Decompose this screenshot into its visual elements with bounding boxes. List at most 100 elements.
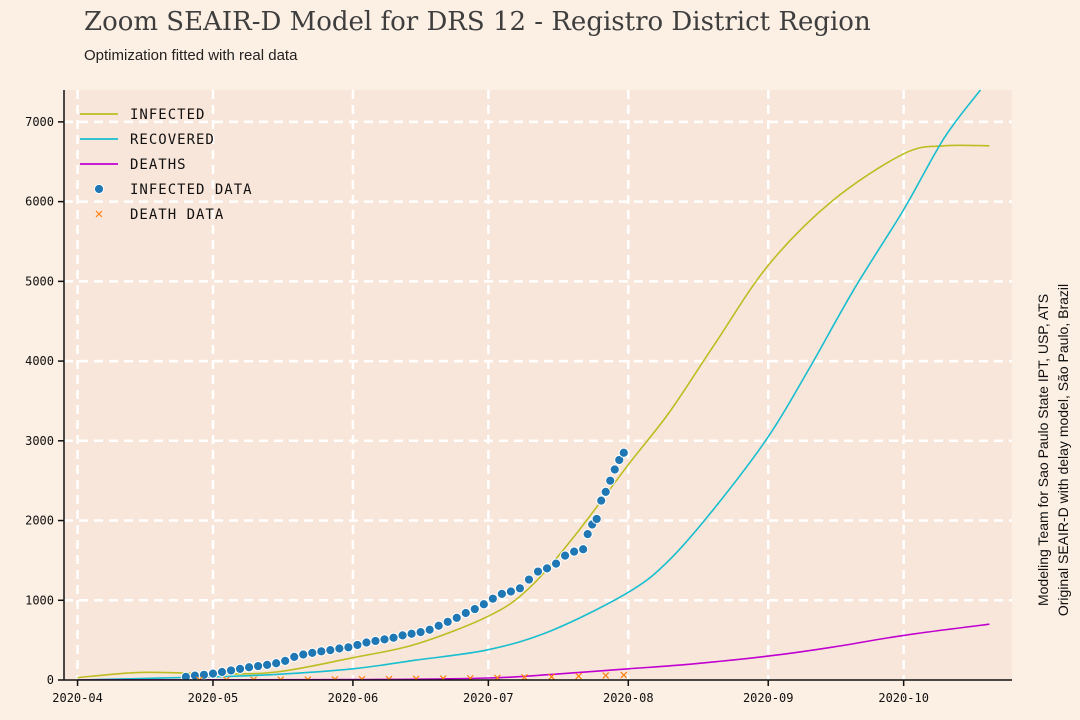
infected-data-point [582,528,593,540]
infected-data-point [600,486,611,497]
infected-data-point [469,603,480,615]
legend-item-infected-data: INFECTED DATA [93,182,253,198]
infected-data-point [406,628,417,639]
plot-area [64,90,1012,680]
legend-label: DEATH DATA [130,207,224,223]
death-data-stroke [387,675,393,680]
death-data-point [385,675,393,680]
death-data-point [358,675,366,680]
x-tick-label: 2020-04 [52,691,103,705]
legend-label: RECOVERED [130,132,215,148]
infected-data-point [298,649,309,660]
infected-data-point [424,624,435,635]
legend-label: INFECTED DATA [130,182,253,198]
legend-item-death-data: DEATH DATA [95,207,224,223]
death-data-stroke [548,673,555,680]
death-data-stroke [360,675,366,680]
y-tick-label: 1000 [25,593,54,607]
death-data-stroke [575,672,583,680]
death-data-stroke [620,671,628,679]
infected-data-point [451,612,462,623]
death-data-point [602,672,610,679]
y-tick-label: 6000 [25,195,54,209]
death-data-point [575,672,583,680]
y-tick-label: 7000 [25,115,54,129]
series-line-infected [77,144,990,679]
infected-data-point [370,635,381,647]
x-tick-label: 2020-06 [328,691,379,705]
infected-data-point [388,632,399,643]
infected-data-point [609,464,620,475]
infected-data-point [280,655,291,666]
legend-item-infected: INFECTED [80,107,205,123]
infected-data-point [379,634,390,645]
death-data-stroke [440,675,447,680]
infected-data-point [532,566,544,577]
legend-label: DEATHS [130,157,187,173]
death-data-point [412,675,420,680]
infected-data-point [334,643,345,654]
axes: 0 1000 2000 3000 4000 5000 6000 7000 2020-04 2020… [25,90,1012,705]
death-data-point [548,673,555,680]
death-data-point [620,671,628,679]
infected-data-point [478,599,489,610]
infected-data-point [591,513,602,525]
infected-data-point [234,663,246,674]
legend: INFECTED RECOVERED DEATHS INFECTED DATA DEAT… [80,107,253,223]
infected-data-point [550,558,562,569]
x-tick-label: 2020-07 [463,691,514,705]
legend-label: INFECTED [130,107,205,123]
infected-data-point [460,607,471,619]
infected-data-point [271,658,282,669]
death-data-point [466,674,474,680]
legend-swatch-x [95,210,103,218]
infected-data-point [325,645,336,656]
infected-data-point [578,544,589,555]
death-data-stroke [602,672,610,679]
infected-data-point [487,593,498,604]
death-data-stroke [467,674,474,680]
infected-data-point [569,546,580,557]
infected-data-point [514,583,526,594]
y-tick-label: 4000 [25,354,54,368]
legend-swatch-dot [93,183,105,195]
infected-data-point [343,642,354,653]
credit-line-1: Modeling Team for Sao Paulo State IPT, U… [1035,294,1051,606]
grid [64,90,1012,680]
infected-data-point [415,627,426,638]
infected-data-point [618,447,629,458]
infected-data-point [225,665,237,676]
x-tick-label: 2020-09 [743,691,794,705]
infected-data-point [352,639,363,651]
death-data-point [439,675,447,680]
y-tick-label: 5000 [25,274,54,288]
death-data-stroke [414,675,420,680]
infected-data-point [523,574,535,585]
infected-data-point [207,668,219,679]
infected-data-point [605,475,616,486]
infected-data-point [216,666,228,678]
chart-subtitle: Optimization fitted with real data [84,47,298,64]
infected-data-point [307,647,318,658]
infected-data-point [243,662,255,673]
legend-item-deaths: DEATHS [80,157,187,173]
infected-data-point [397,630,408,641]
infected-data-point [316,646,327,657]
x-tick-label: 2020-10 [878,691,929,705]
series-line-recovered [77,89,982,680]
legend-item-recovered: RECOVERED [80,132,215,148]
infected-data-point [496,588,507,599]
y-tick-label: 2000 [25,514,54,528]
x-tick-label: 2020-05 [188,691,239,705]
infected-data-point [505,586,517,597]
y-tick-label: 0 [47,673,54,687]
infected-data-point [433,620,444,631]
infected-data-point [614,454,625,466]
infected-data-point [541,563,553,574]
x-tick-label: 2020-08 [603,691,654,705]
infected-data-point [559,550,571,561]
infected-data-point [442,616,453,627]
infected-data-point [361,637,372,648]
credit-line-2: Original SEAIR-D with delay model, São P… [1055,284,1071,616]
